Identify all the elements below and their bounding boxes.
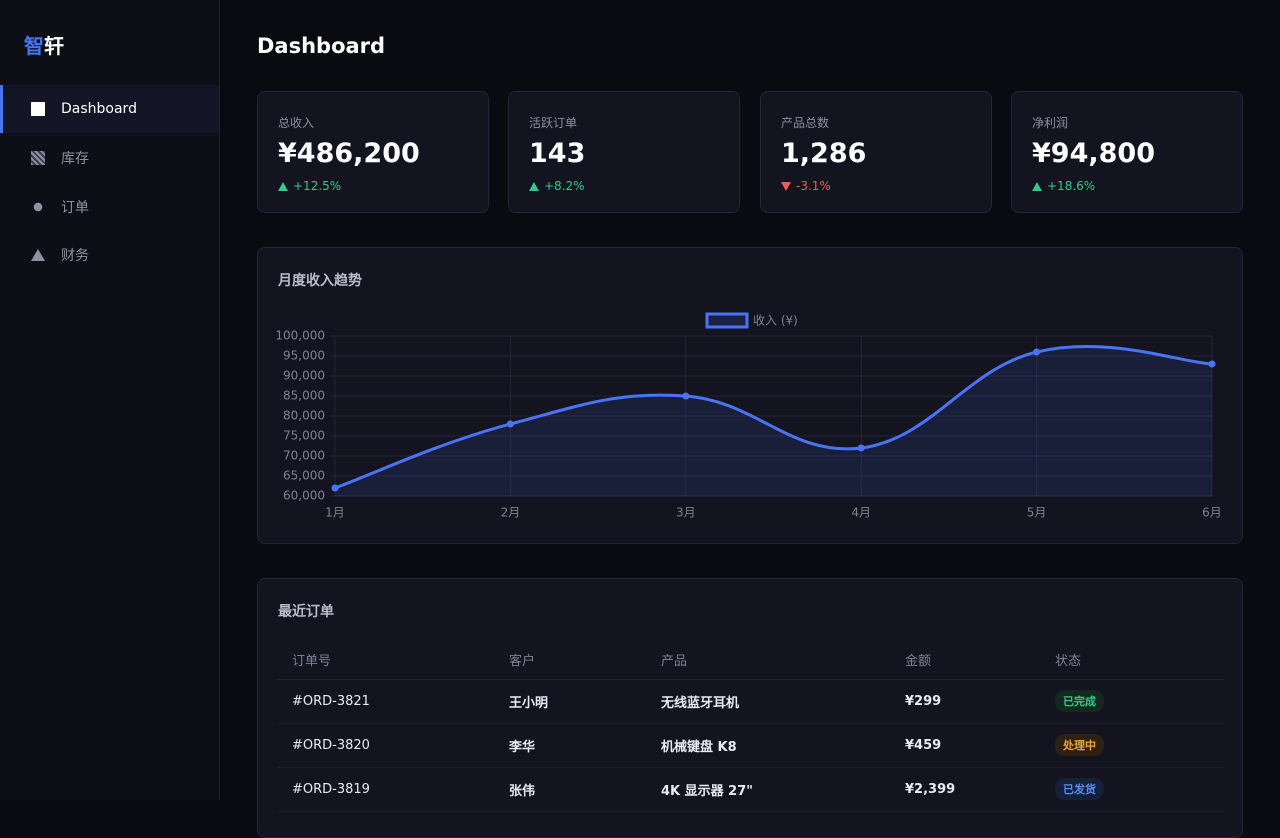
stat-value: 1,286 xyxy=(781,138,867,169)
column-header: 客户 xyxy=(495,641,647,680)
x-tick-label: 2月 xyxy=(501,506,521,520)
stat-change: +18.6% xyxy=(1032,179,1095,193)
stat-value: ¥486,200 xyxy=(278,138,420,169)
stat-card: 净利润 ¥94,800 +18.6% xyxy=(1011,91,1243,213)
table-cell: #ORD-3820 xyxy=(278,723,495,768)
stat-card: 产品总数 1,286 -3.1% xyxy=(760,91,992,213)
table-row: #ORD-3820 李华 机械键盘 K8 ¥459 处理中 xyxy=(278,723,1224,768)
point xyxy=(331,484,339,492)
stat-label: 总收入 xyxy=(278,116,315,130)
nav-item[interactable]: 库存 xyxy=(0,134,219,182)
line xyxy=(334,344,1213,490)
column-header: 金额 xyxy=(891,641,1041,680)
status-badge: 已发货 xyxy=(1055,778,1104,800)
stat-label: 活跃订单 xyxy=(529,116,578,130)
table-cell: 张伟 xyxy=(495,767,647,812)
nav-item[interactable]: 财务 xyxy=(0,231,219,279)
stat-change-text: +18.6% xyxy=(1047,179,1096,193)
point xyxy=(1033,348,1041,356)
orders-table: 订单号 客户 产品 金额 状态 #ORD-3821 王小明 无线蓝牙耳机 ¥299 已完成 #OR… xyxy=(278,641,1224,812)
stat-value: 143 xyxy=(529,138,586,169)
stat-change-text: -3.1% xyxy=(796,179,831,193)
nav-icon xyxy=(31,151,45,165)
y-tick-label: 70,000 xyxy=(283,449,325,463)
stat-card: 总收入 ¥486,200 +12.5% xyxy=(257,91,489,213)
nav-icon xyxy=(31,200,45,214)
legend-swatch xyxy=(705,312,749,329)
y-tick-label: 85,000 xyxy=(283,389,325,403)
chart-card: 月度收入趋势 60,000 65,000 70,000 75,000 80,000 85,… xyxy=(257,247,1243,544)
y-tick-label: 100,000 xyxy=(275,329,325,343)
stat-change-text: +8.2% xyxy=(544,179,585,193)
stat-change: +8.2% xyxy=(529,179,585,193)
table-cell: ¥299 xyxy=(891,679,1041,724)
chart: 60,000 65,000 70,000 75,000 80,000 85,000 90,0… xyxy=(275,312,1222,520)
nav-label: 库存 xyxy=(61,151,89,167)
table-cell: 已发货 xyxy=(1041,767,1224,812)
stat-value: ¥94,800 xyxy=(1032,138,1155,169)
point xyxy=(857,444,865,452)
y-tick-label: 90,000 xyxy=(283,369,325,383)
point xyxy=(1208,360,1216,368)
nav-label: Dashboard xyxy=(61,101,137,117)
x-tick-label: 5月 xyxy=(1027,506,1047,520)
stat-change: -3.1% xyxy=(781,179,831,193)
y-tick-label: 75,000 xyxy=(283,429,325,443)
nav-item[interactable]: Dashboard xyxy=(0,85,219,133)
point xyxy=(506,420,514,428)
stat-card: 活跃订单 143 +8.2% xyxy=(508,91,740,213)
table-cell: 处理中 xyxy=(1041,723,1224,768)
brand: 智轩 xyxy=(24,30,64,59)
column-header: 状态 xyxy=(1041,641,1224,680)
table-row: #ORD-3819 张伟 4K 显示器 27" ¥2,399 已发货 xyxy=(278,767,1224,812)
status-badge: 处理中 xyxy=(1055,734,1104,756)
x-tick-label: 3月 xyxy=(676,506,696,520)
column-header: 订单号 xyxy=(278,641,495,680)
x-tick-label: 4月 xyxy=(851,506,871,520)
table-cell: #ORD-3819 xyxy=(278,767,495,812)
nav-item[interactable]: 订单 xyxy=(0,183,219,231)
stat-change: +12.5% xyxy=(278,179,341,193)
table-cell: ¥2,399 xyxy=(891,767,1041,812)
page: 智轩 Dashboard 库存 订单 财务 Dashboard 总收入 ¥486… xyxy=(0,0,1243,838)
y-tick-label: 80,000 xyxy=(283,409,325,423)
y-tick-label: 95,000 xyxy=(283,349,325,363)
table-cell: 机械键盘 K8 xyxy=(647,723,891,768)
table-cell: 4K 显示器 27" xyxy=(647,767,891,812)
chart-title: 月度收入趋势 xyxy=(278,273,362,289)
table-cell: 已完成 xyxy=(1041,679,1224,724)
table-cell: 李华 xyxy=(495,723,647,768)
brand-part: 轩 xyxy=(44,34,64,58)
y-tick-label: 65,000 xyxy=(283,469,325,483)
nav-icon xyxy=(31,102,45,116)
table-body: #ORD-3821 王小明 无线蓝牙耳机 ¥299 已完成 #ORD-3820 李华 机械键盘… xyxy=(278,679,1224,812)
nav-label: 订单 xyxy=(61,200,89,216)
status-badge: 已完成 xyxy=(1055,690,1104,712)
column-header: 产品 xyxy=(647,641,891,680)
table-row: #ORD-3821 王小明 无线蓝牙耳机 ¥299 已完成 xyxy=(278,679,1224,724)
header-row: 订单号 客户 产品 金额 状态 xyxy=(278,641,1224,680)
point xyxy=(682,392,690,400)
table-cell: 无线蓝牙耳机 xyxy=(647,679,891,724)
area xyxy=(335,346,1212,496)
table-cell: 王小明 xyxy=(495,679,647,724)
y-tick-label: 60,000 xyxy=(283,489,325,503)
table-cell: ¥459 xyxy=(891,723,1041,768)
x-tick-label: 6月 xyxy=(1202,506,1222,520)
legend-label: 收入 (¥) xyxy=(753,314,798,328)
orders-title: 最近订单 xyxy=(278,604,334,620)
stat-label: 净利润 xyxy=(1032,116,1069,130)
brand-part: 智 xyxy=(24,34,44,58)
nav-label: 财务 xyxy=(61,248,89,264)
stat-change-text: +12.5% xyxy=(293,179,342,193)
page-title: Dashboard xyxy=(257,34,386,58)
nav-icon xyxy=(31,249,45,261)
table-cell: #ORD-3821 xyxy=(278,679,495,724)
stat-label: 产品总数 xyxy=(781,116,830,130)
orders-card: 最近订单 订单号 客户 产品 金额 状态 #ORD-3821 王小明 无线蓝牙耳机 ¥299 已… xyxy=(257,578,1243,838)
sidebar: 智轩 Dashboard 库存 订单 财务 xyxy=(0,0,220,800)
x-tick-label: 1月 xyxy=(325,506,345,520)
